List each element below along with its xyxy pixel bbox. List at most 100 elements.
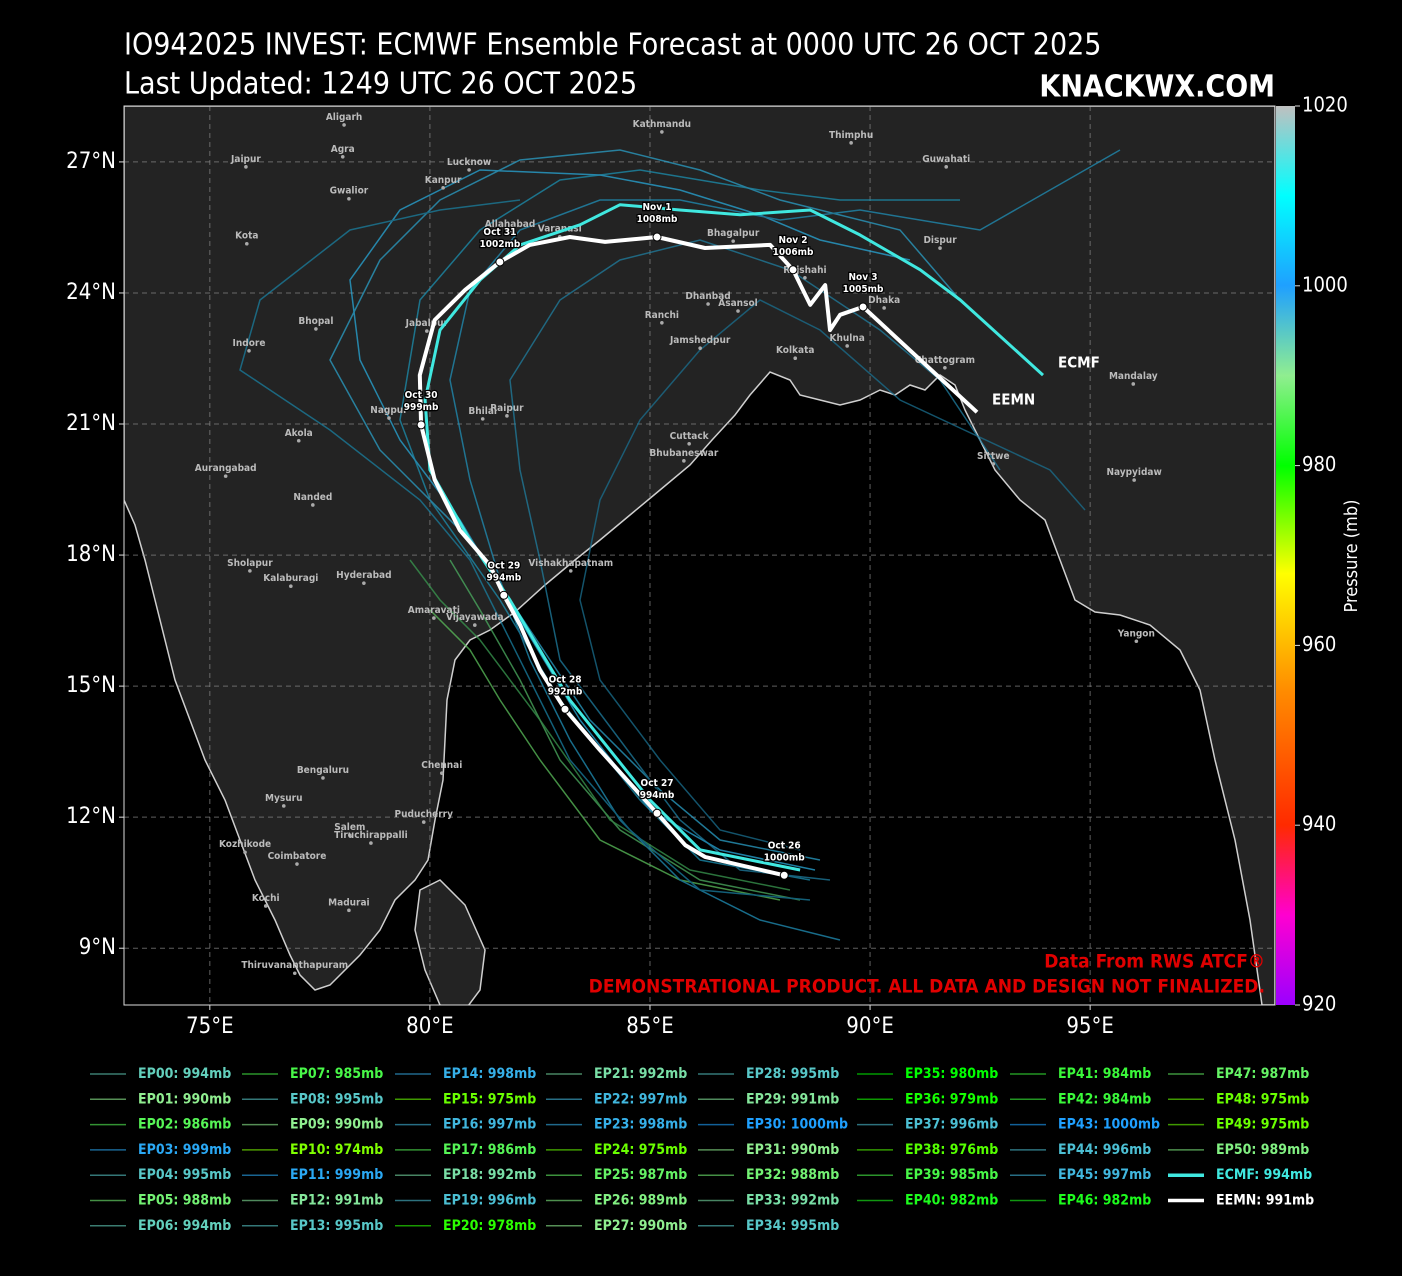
city-label: Aurangabad bbox=[195, 463, 257, 474]
city-dot bbox=[340, 155, 345, 159]
axes: 75°E 80°E 85°E 90°E 95°E 9°N 12°N 15°N 18°N 21°N 2… bbox=[66, 149, 1114, 1039]
forecast-date: Oct 28 bbox=[549, 674, 582, 685]
city-dot bbox=[882, 306, 886, 310]
city-dot bbox=[731, 239, 735, 243]
legend-label: EP04: 995mb bbox=[138, 1167, 231, 1183]
city-label: Guwahati bbox=[922, 154, 970, 165]
legend-label: EP23: 998mb bbox=[594, 1117, 687, 1133]
legend-label: EP25: 987mb bbox=[594, 1167, 687, 1183]
city-label: Naypyidaw bbox=[1106, 467, 1161, 478]
city-dot bbox=[347, 833, 352, 838]
title: IO942025 INVEST: ECMWF Ensemble Forecast… bbox=[124, 28, 1101, 63]
city-dot bbox=[432, 616, 436, 620]
city-label: Vishakhapatnam bbox=[528, 558, 613, 569]
y-tick-label: 18°N bbox=[66, 542, 116, 567]
brand: KNACKWX.COM bbox=[1039, 70, 1275, 105]
forecast-date: Oct 30 bbox=[405, 390, 438, 401]
y-tick-label: 27°N bbox=[66, 149, 116, 174]
forecast-pressure: 1008mb bbox=[637, 214, 678, 225]
city-label: Bhubaneswar bbox=[649, 448, 718, 459]
city-dot bbox=[1132, 478, 1136, 482]
forecast-date: Oct 31 bbox=[483, 227, 516, 238]
city-dot bbox=[698, 346, 702, 350]
city-dot bbox=[245, 241, 249, 246]
ensemble-track bbox=[449, 149, 1121, 941]
disclaimer: DEMONSTRATIONAL PRODUCT. ALL DATA AND DE… bbox=[589, 976, 1265, 998]
x-tick-label: 95°E bbox=[1066, 1014, 1114, 1039]
city-label: Gwalior bbox=[330, 186, 369, 197]
land bbox=[124, 106, 1275, 1005]
legend-label: EP15: 975mb bbox=[443, 1091, 536, 1107]
city-label: Tiruchirappalli bbox=[334, 830, 408, 841]
legend-label: EP10: 974mb bbox=[290, 1142, 383, 1158]
city-dot bbox=[289, 584, 293, 589]
legend-label: EP39: 985mb bbox=[905, 1167, 998, 1183]
city-label: Jamshedpur bbox=[669, 335, 731, 346]
cities: Aligarh Agra Jaipur Gwalior Kota Lucknow Kanpu… bbox=[195, 112, 1162, 976]
legend-label: EP40: 982mb bbox=[905, 1193, 998, 1209]
city-label: Thimphu bbox=[829, 130, 873, 141]
city-label: Coimbatore bbox=[268, 851, 327, 862]
city-label: Jaipur bbox=[230, 154, 261, 165]
y-tick-label: 21°N bbox=[66, 411, 116, 436]
colorbar-axis: 920 940 960 980 1000 1020 bbox=[1295, 93, 1348, 1016]
colorbar-tick-label: 980 bbox=[1302, 452, 1336, 476]
city-dot bbox=[311, 503, 315, 507]
forecast-pressure: 992mb bbox=[548, 686, 583, 697]
city-dot bbox=[660, 321, 664, 325]
city-label: Bhilai bbox=[468, 406, 497, 417]
city-dot bbox=[991, 462, 996, 466]
city-dot bbox=[421, 820, 426, 824]
city-label: Kalaburagi bbox=[263, 573, 318, 584]
city-dot bbox=[321, 776, 325, 780]
legend-label: EP28: 995mb bbox=[746, 1066, 839, 1082]
city-dot bbox=[845, 344, 849, 348]
city-dot bbox=[369, 841, 373, 845]
ensemble-track bbox=[399, 169, 960, 881]
legend-label: EP22: 997mb bbox=[594, 1091, 687, 1107]
legend: EP00: 994mb EP01: 990mb EP02: 986mb EP03: 9… bbox=[90, 1066, 1314, 1234]
x-tick-label: 90°E bbox=[846, 1014, 894, 1039]
city-dot bbox=[467, 168, 471, 172]
island bbox=[414, 879, 486, 1005]
forecast-pressure: 1005mb bbox=[843, 284, 884, 295]
legend-label: EP29: 991mb bbox=[746, 1091, 839, 1107]
city-dot bbox=[687, 442, 691, 446]
city-dot bbox=[682, 459, 686, 463]
city-dot bbox=[439, 771, 444, 775]
x-tick-label: 75°E bbox=[186, 1014, 234, 1039]
track-name: EEMN bbox=[992, 391, 1035, 409]
city-label: Sittwe bbox=[977, 451, 1010, 462]
city-label: Mandalay bbox=[1109, 371, 1158, 382]
y-tick-label: 12°N bbox=[66, 804, 116, 829]
track-line bbox=[417, 235, 979, 878]
colorbar-tick-label: 920 bbox=[1302, 992, 1336, 1016]
city-label: Kozhikode bbox=[219, 839, 271, 850]
legend-label: EP33: 992mb bbox=[746, 1193, 839, 1209]
legend-label: EP05: 988mb bbox=[138, 1193, 231, 1209]
forecast-date: Oct 26 bbox=[768, 840, 801, 851]
city-dot bbox=[244, 165, 248, 169]
city-label: Allahabad bbox=[485, 219, 536, 230]
legend-label: EP32: 988mb bbox=[746, 1167, 839, 1183]
city-dot bbox=[296, 438, 301, 443]
city-dot bbox=[248, 569, 252, 573]
forecast-pressure: 1006mb bbox=[773, 247, 814, 258]
track-name: ECMF bbox=[1058, 354, 1100, 372]
city-label: Aligarh bbox=[326, 112, 362, 123]
ensemble-spaghetti bbox=[239, 149, 1121, 941]
legend-label: EP35: 980mb bbox=[905, 1066, 998, 1082]
city-label: Chennai bbox=[421, 760, 462, 771]
colorbar-label: Pressure (mb) bbox=[1341, 500, 1362, 613]
city-label: Vijayawada bbox=[446, 612, 504, 623]
legend-label: EP02: 986mb bbox=[138, 1117, 231, 1133]
city-label: Thiruvananthapuram bbox=[241, 960, 348, 971]
city-label: Asansol bbox=[718, 298, 757, 309]
city-label: Raipur bbox=[490, 403, 524, 414]
city-label: Indore bbox=[233, 338, 266, 349]
ensemble-track bbox=[239, 199, 811, 901]
forecast-point bbox=[499, 590, 509, 600]
forecast-pressure: 1000mb bbox=[764, 852, 805, 863]
forecast-pressure: 999mb bbox=[404, 402, 439, 413]
